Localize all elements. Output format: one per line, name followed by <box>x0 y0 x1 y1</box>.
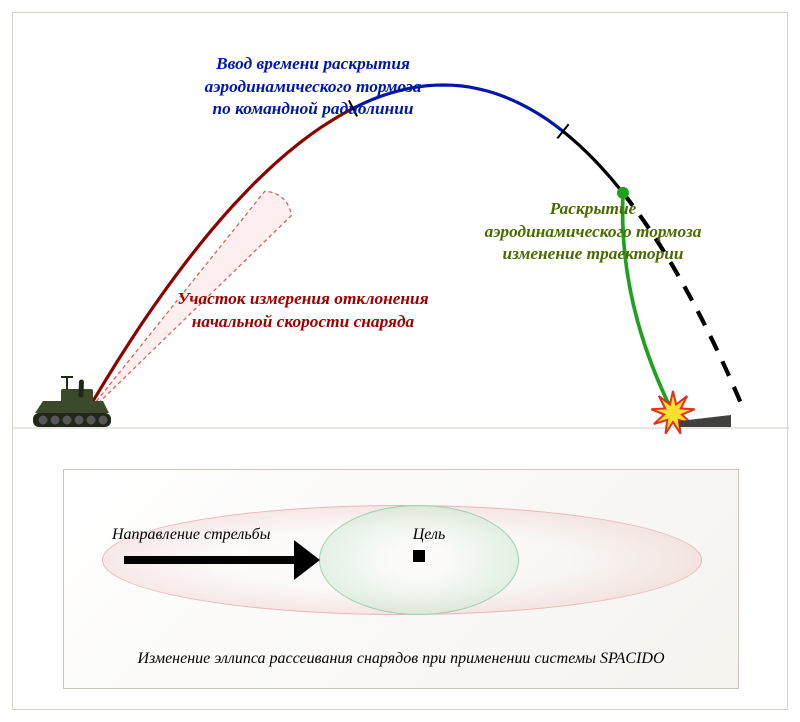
label-blue: Ввод времени раскрытияаэродинамического … <box>153 53 473 121</box>
target-square <box>413 550 425 562</box>
trajectory-panel: Ввод времени раскрытияаэродинамического … <box>13 13 787 443</box>
diagram-frame: Ввод времени раскрытияаэродинамического … <box>12 12 788 710</box>
dispersion-panel: Направление стрельбы Цель Изменение элли… <box>63 469 739 689</box>
firing-direction-arrow <box>124 556 294 564</box>
label-red: Участок измерения отклоненияначальной ск… <box>148 288 458 333</box>
label-target: Цель <box>399 525 459 546</box>
label-firing-direction: Направление стрельбы <box>112 525 312 546</box>
firing-direction-arrow-head <box>294 540 320 580</box>
label-green: Раскрытиеаэродинамического тормозаизмене… <box>458 198 728 266</box>
caption: Изменение эллипса рассеивания снарядов п… <box>64 649 738 670</box>
